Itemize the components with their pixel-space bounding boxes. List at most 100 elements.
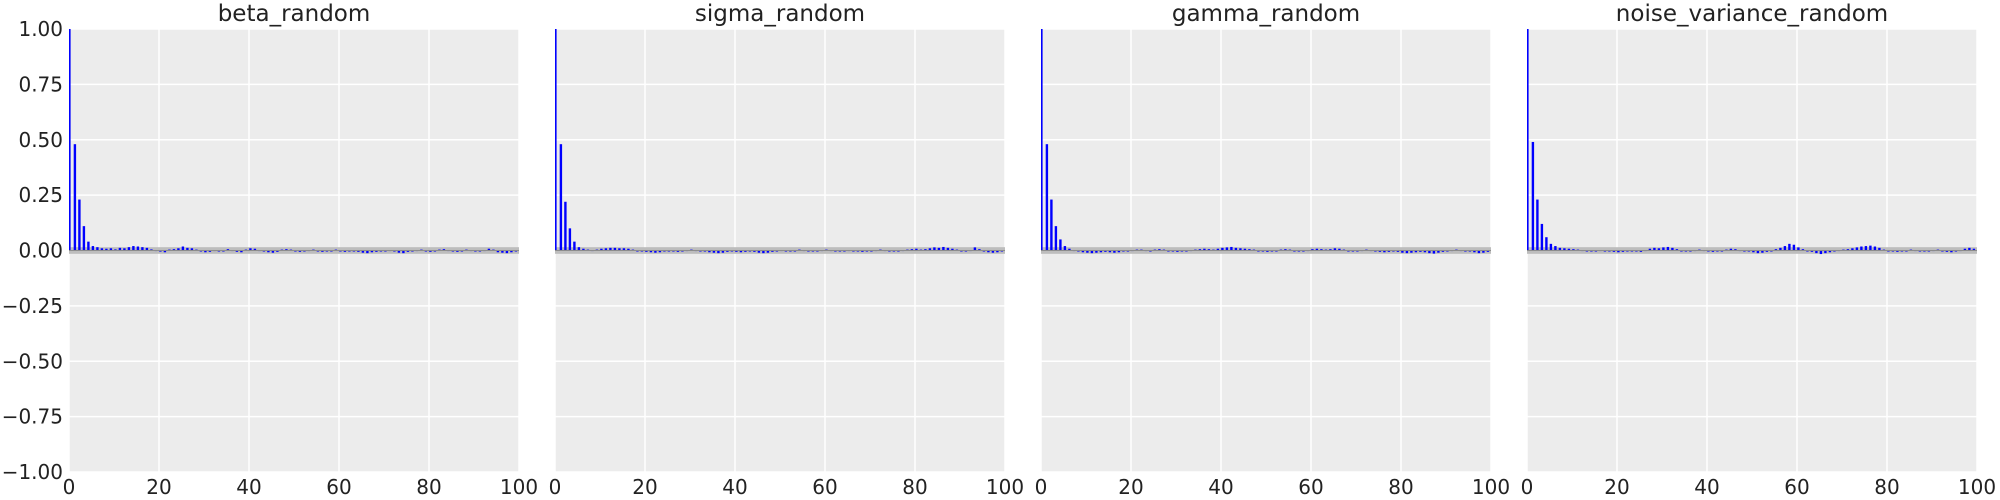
acf-bar-lag-42 [1230, 246, 1233, 251]
acf-bar-lag-82 [924, 249, 927, 251]
acf-bar-lag-33 [1675, 249, 1679, 251]
acf-bar-lag-35 [1198, 249, 1202, 251]
acf-panel-gamma-random: gamma_random 0 20 40 60 80 100 [1035, 1, 1510, 499]
acf-bar-lag-68 [375, 250, 378, 252]
acf-bar-lag-51 [298, 250, 302, 252]
acf-bar-lag-44 [1239, 248, 1242, 251]
acf-bar-lag-5 [1549, 243, 1553, 251]
acf-bar-lag-15 [136, 246, 140, 251]
acf-bar-lag-77 [1387, 250, 1391, 252]
acf-bar-lag-98 [1968, 247, 1971, 251]
acf-bar-lag-30 [1176, 250, 1179, 252]
acf-bar-lag-0 [1041, 29, 1043, 251]
x-tick-label: 100 [1472, 475, 1510, 499]
acf-bar-lag-60 [1797, 247, 1800, 251]
acf-bar-lag-11 [604, 248, 608, 251]
acf-bar-lag-55 [1774, 249, 1778, 251]
acf-bar-lag-36 [1203, 248, 1206, 251]
acf-bar-lag-76 [1383, 250, 1386, 253]
acf-bar-lag-40 [1221, 247, 1224, 251]
acf-bar-lag-18 [150, 249, 153, 251]
acf-bar-lag-98 [996, 250, 999, 253]
x-tick-label: 60 [326, 475, 351, 499]
acf-bar-lag-41 [253, 248, 257, 251]
acf-bar-lag-21 [649, 250, 653, 253]
acf-bar-lag-86 [456, 250, 459, 252]
x-tick-label: 40 [236, 475, 261, 499]
acf-bar-lag-64 [1815, 250, 1818, 254]
acf-bar-lag-5 [577, 247, 581, 251]
acf-bar-lag-67 [1828, 250, 1832, 253]
acf-bar-lag-17 [1117, 250, 1121, 253]
panel-title: beta_random [218, 1, 371, 27]
acf-bar-lag-29 [1657, 248, 1661, 251]
acf-bar-lag-5 [1063, 246, 1067, 251]
acf-panel-sigma-random: sigma_random 0 20 40 60 80 100 [549, 1, 1024, 499]
acf-bar-lag-72 [1851, 248, 1854, 251]
acf-bar-lag-94 [1950, 250, 1953, 253]
acf-bar-lag-2 [1536, 199, 1539, 251]
acf-bar-lag-27 [190, 248, 194, 251]
acf-bar-lag-1 [73, 144, 77, 251]
acf-bar-lag-73 [1855, 247, 1859, 251]
acf-bar-lag-66 [1338, 248, 1341, 251]
acf-bar-lag-27 [1648, 248, 1652, 251]
y-tick-label: 0.75 [18, 72, 63, 96]
x-tick-label: 100 [500, 475, 538, 499]
acf-bar-lag-97 [505, 250, 509, 254]
acf-bar-lag-57 [1783, 246, 1787, 251]
acf-bar-lag-50 [1752, 250, 1755, 253]
x-tick-label: 100 [1958, 475, 1996, 499]
x-tick-label: 0 [1035, 475, 1048, 499]
acf-bar-lag-41 [739, 250, 743, 253]
acf-bar-lag-79 [1396, 250, 1400, 252]
acf-bar-lag-56 [321, 250, 324, 252]
x-tick-label: 60 [1298, 475, 1323, 499]
acf-bar-lag-96 [1473, 250, 1476, 253]
acf-bar-lag-50 [1266, 250, 1269, 252]
acf-bar-lag-93 [487, 248, 491, 251]
y-tick-label: −0.50 [2, 349, 63, 373]
acf-bar-lag-88 [1437, 250, 1440, 253]
acf-bar-lag-13 [613, 247, 617, 251]
acf-bar-lag-2 [1050, 199, 1053, 251]
y-tick-label: −0.75 [2, 405, 63, 429]
acf-bar-lag-71 [1846, 249, 1850, 251]
acf-bar-lag-11 [1090, 250, 1094, 254]
acf-bar-lag-37 [721, 250, 725, 253]
x-tick-label: 0 [63, 475, 76, 499]
acf-bar-lag-43 [1234, 247, 1238, 251]
acf-bar-lag-41 [1225, 247, 1229, 251]
acf-bar-lag-6 [1068, 248, 1071, 251]
x-tick-label: 80 [1388, 475, 1413, 499]
acf-bar-lag-16 [627, 248, 630, 251]
acf-bar-lag-1 [1045, 144, 1049, 251]
acf-bar-lag-41 [1711, 250, 1715, 252]
acf-bar-lag-35 [712, 250, 716, 253]
acf-bar-lag-37 [235, 250, 239, 252]
acf-bar-lag-61 [1801, 249, 1805, 251]
acf-bar-lag-74 [402, 250, 405, 254]
acf-bar-lag-0 [1527, 29, 1529, 251]
acf-bar-lag-65 [361, 250, 365, 253]
y-tick-label: 0.00 [18, 239, 63, 263]
acf-bar-lag-26 [1158, 249, 1161, 251]
acf-bar-lag-97 [1963, 248, 1967, 251]
acf-bar-lag-0 [69, 29, 71, 251]
acf-bar-lag-6 [96, 247, 99, 251]
acf-bar-lag-45 [757, 250, 761, 253]
acf-bar-lag-7 [1558, 247, 1562, 251]
acf-bar-lag-26 [186, 247, 189, 251]
acf-bar-lag-10 [1086, 250, 1089, 253]
acf-panel-beta-random: beta_random 0 20 40 60 80 100 −1.00 −0.75 −0.50 −0… [2, 1, 538, 499]
acf-bar-lag-9 [109, 248, 113, 251]
acf-bar-lag-42 [744, 250, 747, 252]
x-tick-label: 40 [722, 475, 747, 499]
acf-bar-lag-83 [442, 249, 446, 251]
acf-bar-lag-8 [1563, 248, 1566, 251]
acf-bar-lag-65 [1819, 250, 1823, 255]
acf-bar-lag-37 [1207, 249, 1211, 251]
acf-bar-lag-4 [573, 241, 576, 251]
acf-bar-lag-25 [1639, 250, 1643, 252]
